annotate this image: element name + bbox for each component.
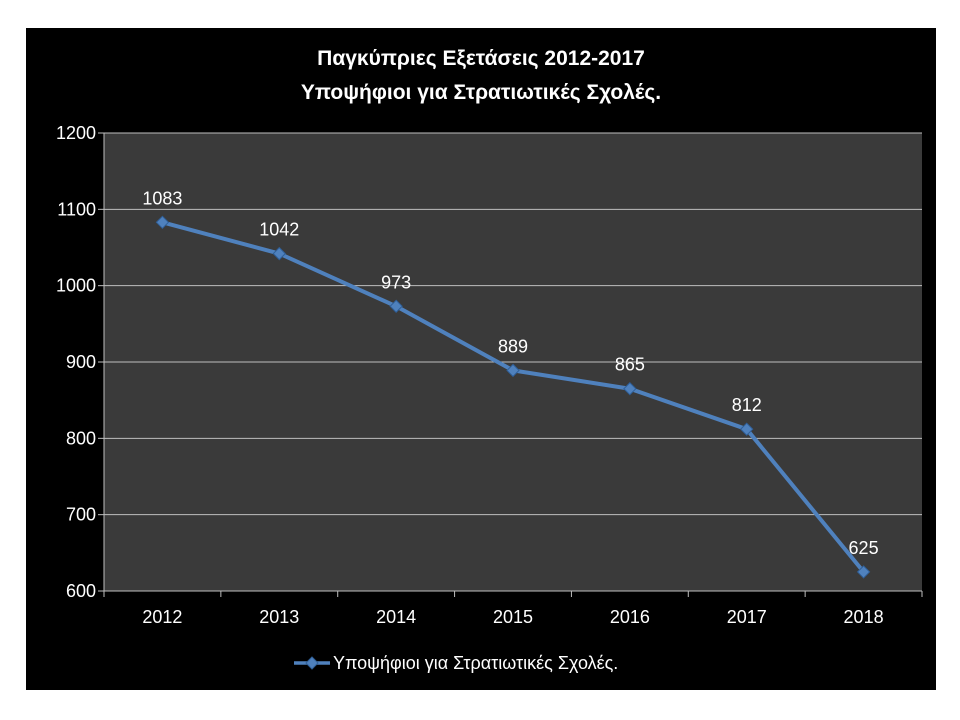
data-point-marker [155, 215, 170, 230]
data-point-marker [623, 382, 637, 396]
data-label: 812 [732, 395, 762, 415]
y-tick-label: 800 [66, 428, 96, 448]
x-tick-label: 2014 [376, 607, 416, 627]
y-tick-label: 900 [66, 352, 96, 372]
plot-area-group: 600 700 800 900 1000 1100 1200 2012 2013 2014 2015… [56, 123, 923, 627]
x-tick-label: 2018 [844, 607, 884, 627]
chart-frame: Παγκύπριες Εξετάσεις 2012-2017 Υποψήφιοι… [26, 28, 936, 690]
data-point-marker [272, 246, 286, 261]
y-tick-label: 1200 [56, 123, 96, 143]
data-label: 865 [615, 355, 645, 375]
chart-title: Παγκύπριες Εξετάσεις 2012-2017 [317, 47, 645, 70]
y-tick-label: 700 [66, 505, 96, 525]
legend-marker-diamond [305, 656, 319, 670]
data-point-marker [506, 363, 520, 378]
x-tick-label: 2012 [142, 607, 182, 627]
data-label: 625 [849, 538, 879, 558]
data-label: 1042 [259, 220, 299, 240]
x-tick-label: 2013 [259, 607, 299, 627]
legend: Υποψήφιοι για Στρατιωτικές Σχολές. [294, 653, 618, 673]
line-chart: Παγκύπριες Εξετάσεις 2012-2017 Υποψήφιοι… [56, 47, 923, 673]
chart-subtitle: Υποψήφιοι για Στρατιωτικές Σχολές. [301, 81, 661, 104]
y-tick-label: 600 [66, 581, 96, 601]
x-tick-label: 2015 [493, 607, 533, 627]
data-point-marker [740, 422, 754, 436]
data-label: 1083 [142, 188, 182, 208]
data-point-marker [389, 299, 403, 313]
data-label: 973 [381, 272, 411, 292]
legend-label: Υποψήφιοι για Στρατιωτικές Σχολές. [333, 653, 618, 673]
data-point-marker [856, 565, 871, 579]
y-tick-label: 1100 [57, 199, 96, 219]
x-tick-label: 2017 [727, 607, 767, 627]
data-label: 889 [498, 336, 528, 356]
y-tick-label: 1000 [56, 276, 96, 296]
x-tick-label: 2016 [610, 607, 650, 627]
